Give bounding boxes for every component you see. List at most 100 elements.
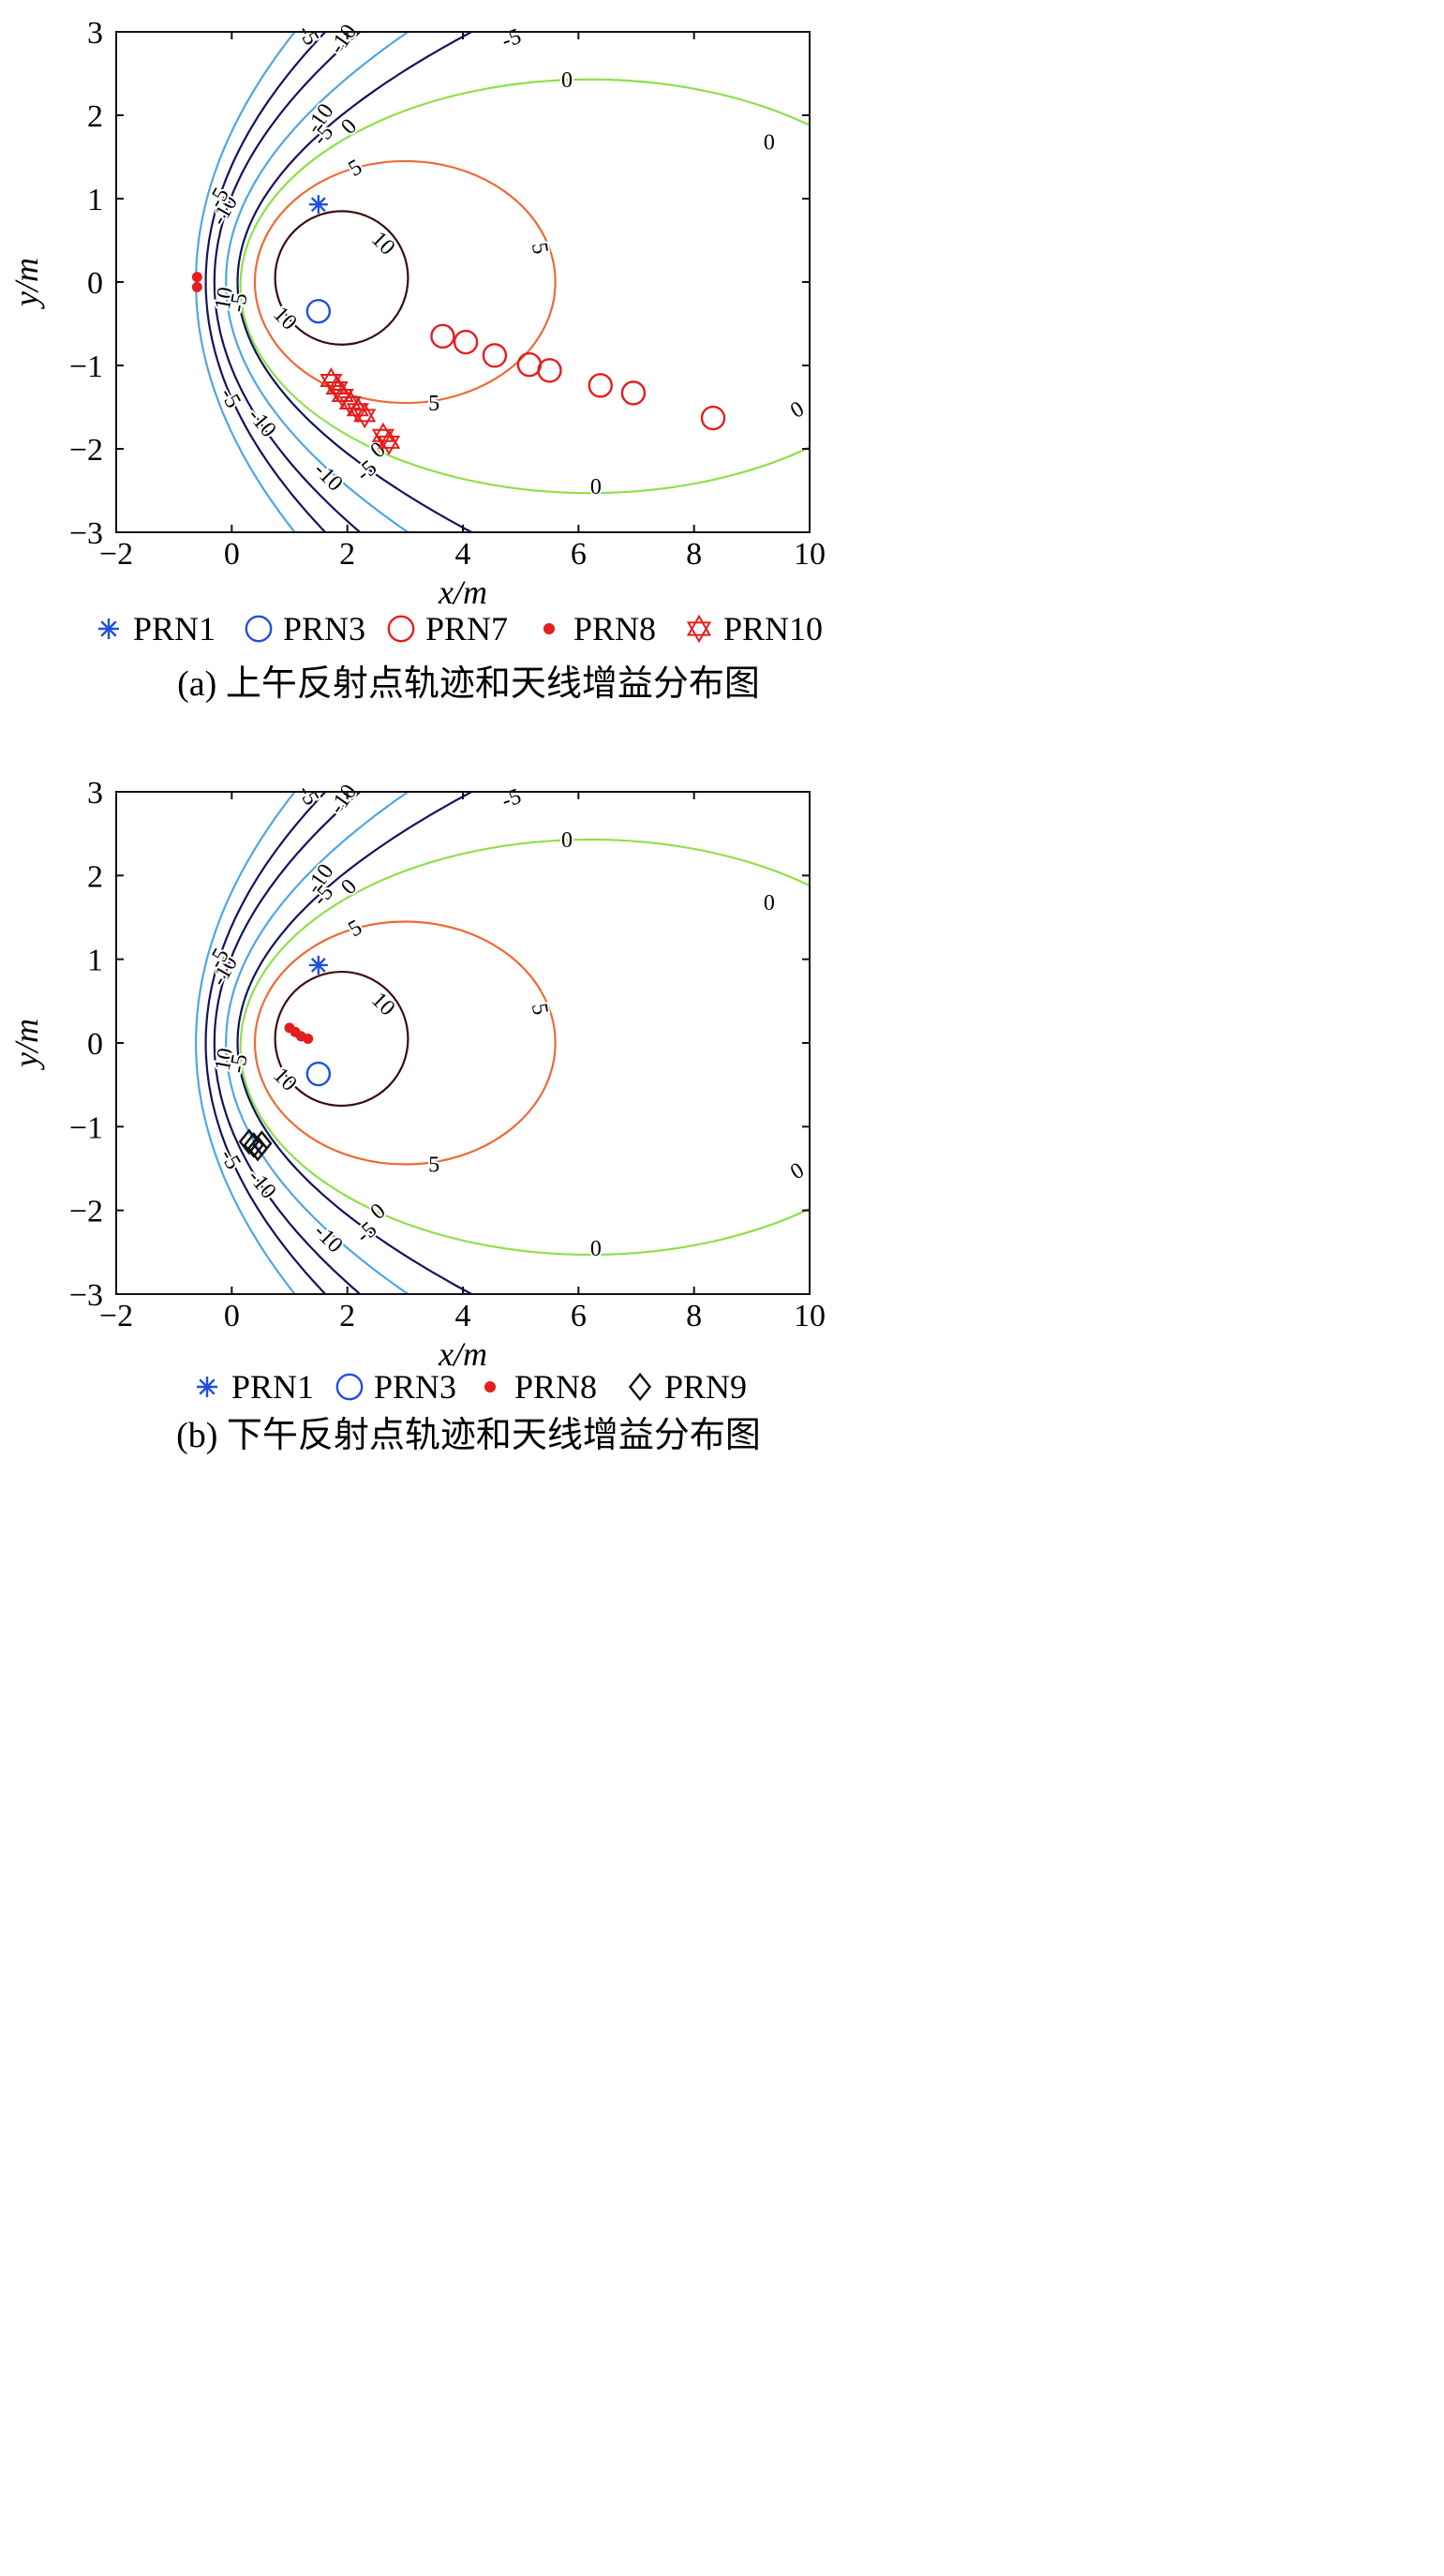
x-tick-label: −2 [99,1299,133,1333]
contour-5 [253,159,557,405]
contour-neg10-outer [236,32,474,532]
panel-b: -5 -10 -500-10-505-10-510 51010-5-5-100-5-1… [7,776,826,1455]
contour-5 [253,920,557,1166]
legend-marker-prn8 [543,622,556,635]
data-point-prn7 [588,373,613,398]
y-tick-label: −1 [69,1110,103,1145]
y-axis-label: y/m [7,258,45,309]
data-point-prn7 [482,343,508,368]
y-tick-label: 0 [87,1027,103,1062]
contour-neg5-inner [195,32,296,532]
contour-0 [239,78,810,495]
contour-label: 0 [590,475,602,499]
series-prn1 [308,955,328,975]
legend-label: PRN7 [425,610,508,648]
legend-marker-prn1 [197,1377,217,1397]
data-point-prn7 [516,351,543,378]
figure-caption: (b) 下午反射点轨迹和天线增益分布图 [176,1416,761,1455]
legend-label: PRN1 [231,1368,314,1406]
legend-label: PRN1 [133,610,216,648]
contour-10 [274,970,409,1108]
plot-area [115,791,811,1295]
contour-label: -10 [243,404,280,442]
contour-label: -10 [325,20,363,58]
contour-label: 10 [366,988,399,1020]
x-tick-label: 8 [686,1299,702,1333]
data-point-prn9 [238,1128,260,1155]
x-tick-label: 4 [455,537,471,572]
gain-contours [195,792,810,1294]
y-tick-label: 1 [87,183,103,217]
y-tick-label: 2 [87,859,103,894]
contour-label: 5 [344,155,365,182]
contour-label: 10 [268,302,301,335]
contour-neg5-outer [225,792,410,1294]
legend: PRN1 PRN3 PRN8 PRN9 [197,1368,747,1406]
contour-label: 0 [786,396,808,424]
legend-marker-prn8 [484,1380,497,1393]
plot-area [115,31,811,533]
data-point-prn3 [305,298,332,324]
x-tick-label: 10 [794,537,826,572]
legend-label: PRN3 [283,610,365,648]
contour-label: -10 [243,1165,280,1203]
legend-label: PRN8 [573,610,656,648]
x-tick-label: 2 [339,537,355,572]
series-prn10 [320,367,401,455]
data-point-prn9 [251,1130,273,1157]
contour-neg10-inner [204,32,327,532]
legend-label: PRN3 [374,1368,456,1406]
contour-neg5-inner [195,792,296,1294]
contour-label: 0 [366,1199,391,1225]
contour-label: 0 [764,131,775,156]
contour-label: 0 [561,68,573,93]
legend-marker-prn10 [686,614,712,644]
contour-label: 0 [764,891,775,916]
contour-label: 5 [527,241,553,256]
data-point-prn10 [377,428,401,455]
data-point-prn7 [537,358,562,383]
contour-label: 0 [336,114,362,140]
x-tick-label: 2 [339,1299,355,1333]
legend-label: PRN10 [723,610,823,648]
contour-label: -5 [293,782,324,810]
legend: PRN1 PRN3 PRN7 PRN8 PRN10 [98,610,823,648]
x-axis-label: x/m [438,1335,487,1373]
y-tick-label: −1 [69,350,103,384]
y-tick-label: −2 [69,433,103,468]
x-tick-label: 6 [571,537,587,572]
contour-label: -5 [293,22,324,50]
data-point-prn7 [700,405,726,431]
contour-label: 5 [344,916,365,943]
contour-label: -5 [499,24,525,53]
legend-marker-prn1 [98,618,119,639]
data-point-prn7 [620,380,647,406]
contour-0 [239,838,810,1257]
data-point-prn1 [308,955,328,975]
data-point-prn9 [246,1135,269,1162]
x-tick-label: 4 [455,1299,471,1333]
y-tick-label: −3 [69,516,103,551]
series-prn8 [191,272,202,292]
data-point-prn10 [353,402,377,429]
data-point-prn7 [430,323,455,350]
y-tick-label: 3 [87,776,103,811]
contour-label: 5 [428,392,439,416]
x-tick-label: 6 [571,1299,587,1333]
series-prn7 [430,323,726,431]
x-tick-label: 8 [686,537,702,572]
x-tick-label: 10 [794,1299,826,1333]
contour-label: -5 [499,784,525,813]
x-tick-label: 0 [224,1299,240,1333]
contour-label: 0 [561,828,573,853]
data-point-prn8 [191,281,202,292]
figure-caption: (a) 上午反射点轨迹和天线增益分布图 [177,664,760,704]
contour-label: 0 [336,874,362,900]
contour-label: 10 [211,285,239,311]
contour-label: 10 [366,227,399,260]
contour-10 [274,210,409,346]
contour-label: 10 [268,1063,301,1095]
y-tick-label: −3 [69,1278,103,1313]
contour-neg10-mid [213,792,362,1294]
